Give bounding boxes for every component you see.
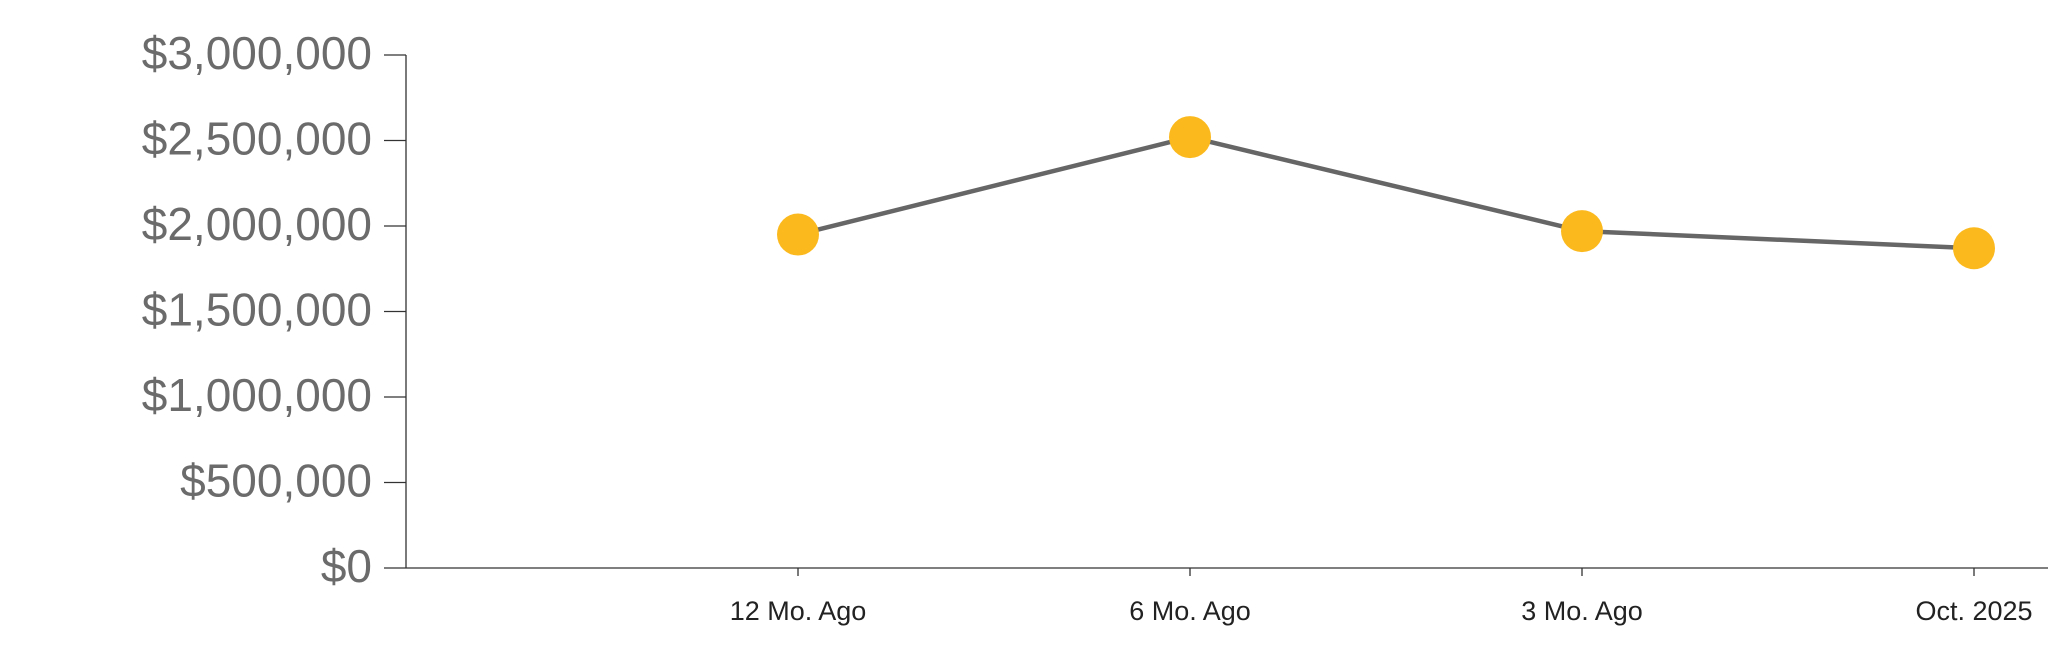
- x-tick-label: 3 Mo. Ago: [1521, 596, 1643, 626]
- data-point: [1169, 116, 1211, 159]
- data-point: [1561, 210, 1603, 253]
- data-point: [777, 213, 819, 256]
- y-tick-label: $2,500,000: [142, 113, 372, 165]
- x-tick-label: Oct. 2025: [1915, 596, 2032, 626]
- y-tick-label: $0: [321, 540, 372, 592]
- x-tick-label: 6 Mo. Ago: [1129, 596, 1251, 626]
- series-line: [797, 134, 1975, 251]
- y-tick-label: $2,000,000: [142, 198, 372, 250]
- y-tick-label: $1,500,000: [142, 284, 372, 336]
- y-tick-label: $1,000,000: [142, 369, 372, 421]
- y-tick-label: $3,000,000: [142, 27, 372, 79]
- x-tick-label: 12 Mo. Ago: [730, 596, 867, 626]
- data-point: [1953, 227, 1995, 270]
- y-tick-label: $500,000: [180, 455, 372, 507]
